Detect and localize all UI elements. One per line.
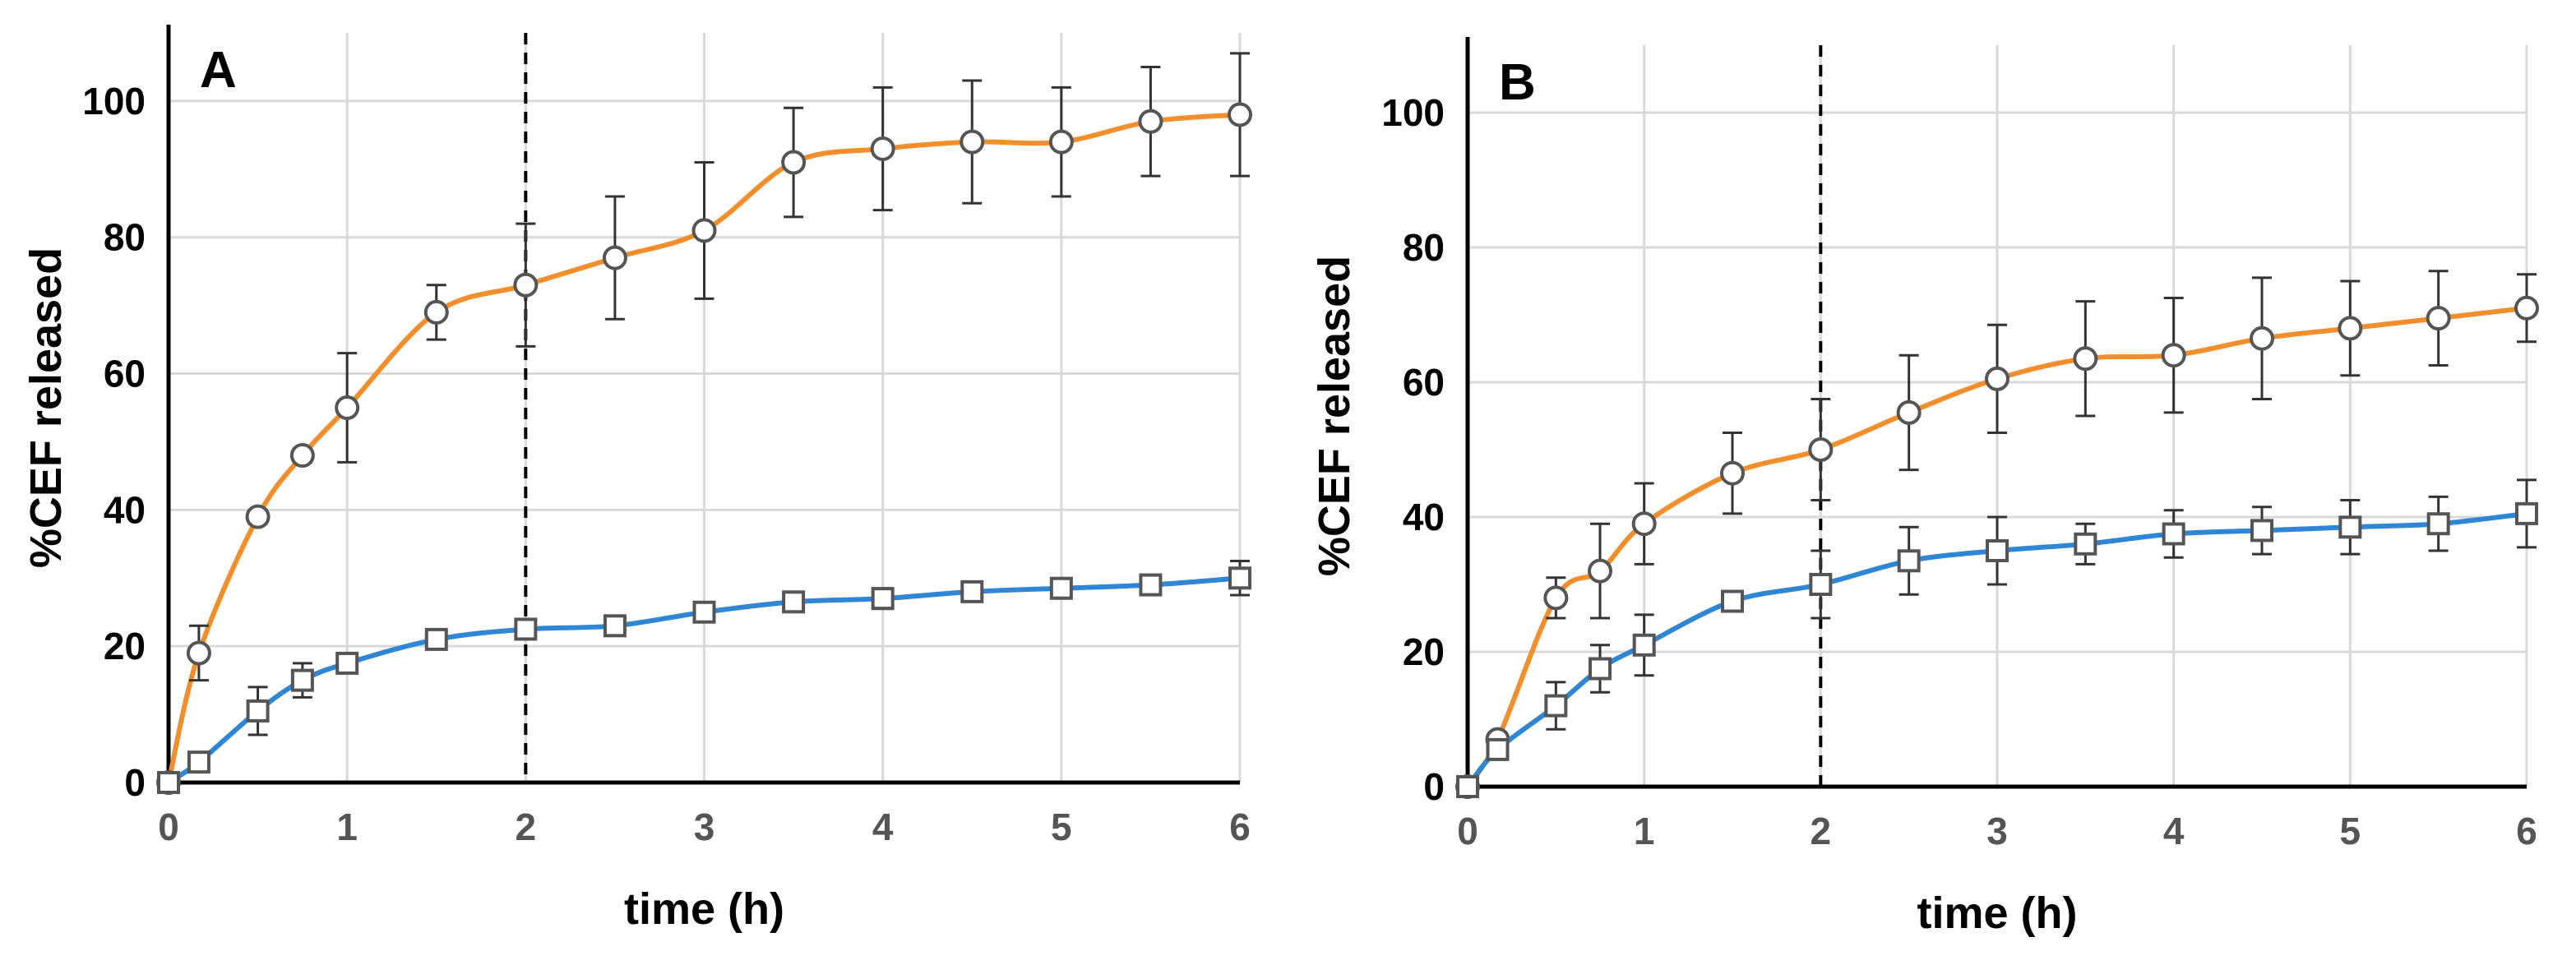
- chart-0-series-circles-point: [870, 136, 895, 161]
- chart-0-x-tick-label: 3: [694, 806, 715, 848]
- chart-0-series-squares-point: [782, 590, 806, 614]
- chart-1-series-circles-point: [1808, 437, 1834, 462]
- chart-1-series-circles-point: [1588, 558, 1612, 584]
- chart-0-y-axis-title: %CEF released: [21, 247, 71, 568]
- chart-0-series-circles-point: [513, 272, 539, 298]
- chart-1-series-circles-point: [2338, 316, 2363, 341]
- chart-1-series-squares-point: [1456, 775, 1479, 798]
- chart-1-series-circles-point: [1543, 585, 1569, 611]
- chart-1-y-tick-label: 60: [1403, 361, 1445, 404]
- chart-1-x-tick-label: 2: [1811, 810, 1832, 852]
- chart-0-y-tick-label: 60: [104, 353, 146, 395]
- chart-1-series-squares-point: [1589, 657, 1612, 681]
- chart-1-series-squares-point: [1486, 737, 1510, 761]
- chart-0-y-tick-label: 0: [124, 761, 146, 804]
- chart-0-series-circles-point: [1228, 102, 1252, 127]
- chart-0-series-circles-point: [602, 245, 627, 270]
- chart-0-series-circles-point: [289, 443, 315, 469]
- chart-0-series-squares-point: [1139, 573, 1163, 597]
- chart-1-x-tick-label: 1: [1634, 810, 1655, 852]
- chart-0-series-squares-point: [157, 771, 180, 794]
- chart-1-x-tick-label: 0: [1457, 810, 1478, 852]
- chart-1-series-circles-point: [2073, 346, 2098, 372]
- chart-0-series-circles-point: [781, 150, 807, 175]
- chart-1-x-tick-label: 6: [2516, 810, 2537, 852]
- chart-0-series-squares-point: [603, 614, 627, 638]
- chart-1-series-circles-point: [2514, 295, 2539, 321]
- chart-0-series-squares-point: [960, 579, 984, 603]
- chart-0-y-tick-label: 80: [104, 216, 146, 259]
- chart-1-x-axis-title: time (h): [1917, 889, 2078, 938]
- chart-1-series-circles-point: [1985, 366, 2009, 391]
- chart-0-series-circles-point: [245, 504, 271, 529]
- chart-0-svg: 0 20 40 60 80 100 0 1 2 3 4 5 6 time (h) %CEF released…: [21, 25, 1252, 934]
- chart-0-series-squares-point: [246, 699, 270, 723]
- chart-0-x-tick-label: 4: [872, 806, 894, 848]
- chart-1-y-axis-title: %CEF released: [1310, 256, 1359, 576]
- chart-1-series-squares-point: [1544, 694, 1568, 718]
- chart-1-series-squares-point: [1632, 633, 1656, 657]
- chart-1-svg: 0 20 40 60 80 100 0 1 2 3 4 5 6 time (h) %CEF released…: [1310, 37, 2539, 938]
- chart-1-series-circles-point: [1896, 399, 1922, 425]
- chart-1-series-squares-point: [2250, 519, 2273, 543]
- chart-1-series-circles-point: [2161, 343, 2186, 368]
- chart-1-x-tick-label: 4: [2163, 810, 2185, 852]
- chart-1-y-tick-label: 80: [1403, 226, 1445, 269]
- chart-0-y-tick-label: 20: [104, 625, 146, 667]
- chart-0-panel-label: A: [200, 42, 237, 99]
- chart-0-x-tick-label: 0: [158, 806, 179, 848]
- chart-1-series-circles-point: [2426, 306, 2451, 331]
- chart-0-series-squares-point: [1228, 566, 1251, 590]
- chart-1-series-squares-point: [2515, 501, 2538, 525]
- chart-0-series-squares-point: [335, 651, 359, 675]
- chart-1-y-tick-label: 40: [1403, 496, 1445, 538]
- chart-1-series-squares-point: [2074, 532, 2097, 556]
- chart-0-series-circles-point: [1048, 129, 1074, 155]
- chart-0-series-squares-point: [1049, 576, 1073, 600]
- chart-0-series-squares-point: [692, 600, 716, 624]
- chart-1-series-squares-point: [2426, 512, 2450, 536]
- chart-0-x-axis-title: time (h): [624, 884, 784, 934]
- chart-1-y-tick-label: 0: [1423, 765, 1445, 808]
- chart-1-x-tick-label: 5: [2340, 810, 2361, 852]
- chart-0-series-circles-point: [691, 218, 717, 243]
- chart-0-x-tick-label: 1: [336, 806, 358, 848]
- chart-1-y-tick-label: 100: [1381, 91, 1445, 134]
- chart-0-x-tick-label: 6: [1229, 806, 1251, 848]
- chart-1-panel-label: B: [1499, 54, 1536, 111]
- chart-1-series-squares-point: [1809, 573, 1833, 596]
- chart-1-series-circles-point: [1720, 460, 1745, 486]
- chart-0-series-circles-point: [423, 299, 449, 325]
- chart-0-series-circles-point: [1138, 109, 1163, 134]
- chart-1-series-squares-point: [1721, 589, 1744, 613]
- chart-0-series-circles-point: [186, 640, 211, 666]
- chart-1-series-circles-point: [2250, 326, 2274, 351]
- chart-1-series-circles-point: [1631, 511, 1657, 537]
- chart-0-series-squares-line: [167, 575, 1241, 785]
- chart-0-series-circles-point: [960, 129, 985, 155]
- chart-0-series-circles-point: [335, 395, 360, 420]
- chart-1-series-squares-line: [1465, 510, 2527, 788]
- chart-0-series-squares-point: [871, 587, 895, 611]
- chart-0-series-squares-point: [290, 668, 314, 692]
- chart-panel-b: 0 20 40 60 80 100 0 1 2 3 4 5 6 time (h) %CEF released…: [1288, 0, 2576, 965]
- chart-0-y-tick-label: 100: [82, 80, 146, 122]
- chart-1-x-tick-label: 3: [1986, 810, 2008, 852]
- chart-1-series-squares-point: [2338, 515, 2362, 539]
- chart-0-series-squares-point: [187, 750, 210, 774]
- chart-panel-a: 0 20 40 60 80 100 0 1 2 3 4 5 6 time (h) %CEF released…: [21, 25, 1252, 934]
- chart-0-y-tick-label: 40: [104, 488, 146, 531]
- chart-1-series-squares-point: [2162, 522, 2185, 546]
- chart-1-y-tick-label: 20: [1403, 630, 1445, 673]
- chart-0-series-squares-point: [424, 627, 448, 651]
- chart-0-series-squares-point: [514, 617, 538, 641]
- chart-0-x-tick-label: 2: [516, 806, 537, 848]
- chart-0-x-tick-label: 5: [1051, 806, 1072, 848]
- chart-1-series-squares-point: [1897, 549, 1921, 573]
- chart-1-series-squares-point: [1986, 539, 2009, 562]
